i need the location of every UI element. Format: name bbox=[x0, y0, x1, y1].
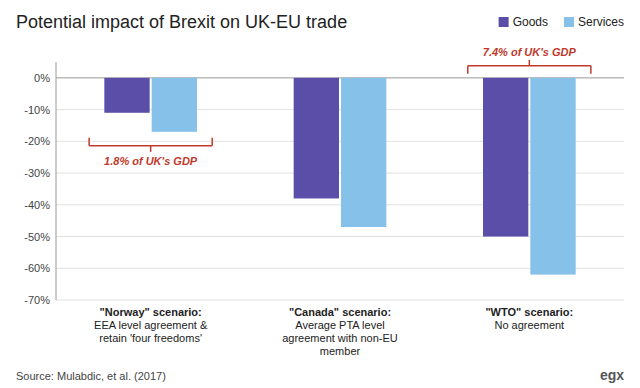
annotation-text: 7.4% of UK's GDP bbox=[483, 46, 577, 58]
x-tick-label-line: member bbox=[320, 345, 361, 357]
annotation: 1.8% of UK's GDP bbox=[89, 138, 212, 167]
bar bbox=[341, 78, 386, 227]
x-tick-label-line: agreement with non-EU bbox=[282, 332, 398, 344]
y-tick-label: 0% bbox=[34, 72, 50, 84]
annotation-bracket bbox=[211, 138, 213, 146]
bar bbox=[483, 78, 528, 237]
bars bbox=[104, 78, 575, 275]
y-axis-line bbox=[56, 62, 57, 300]
annotation-bracket bbox=[529, 60, 531, 66]
y-tick-label: -20% bbox=[24, 135, 50, 147]
y-tick-label: -50% bbox=[24, 231, 50, 243]
x-tick-label-line: "WTO" scenario: bbox=[485, 306, 573, 318]
legend-label: Goods bbox=[513, 15, 548, 29]
bar bbox=[104, 78, 149, 113]
legend: Goods Services bbox=[499, 15, 624, 29]
y-tick-label: -30% bbox=[24, 167, 50, 179]
x-tick-label-line: "Norway" scenario: bbox=[100, 306, 202, 318]
legend-label: Services bbox=[578, 15, 624, 29]
annotation-bracket bbox=[150, 146, 152, 152]
y-tick-label: -10% bbox=[24, 104, 50, 116]
bar bbox=[530, 78, 575, 275]
x-tick-label-line: No agreement bbox=[494, 319, 564, 331]
grid-line bbox=[56, 300, 624, 301]
annotation-bracket bbox=[88, 138, 90, 146]
x-tick-label-line: retain 'four freedoms' bbox=[99, 332, 202, 344]
x-tick-label: "WTO" scenario:No agreement bbox=[485, 306, 573, 331]
bar bbox=[152, 78, 197, 132]
y-tick-label: -60% bbox=[24, 262, 50, 274]
y-tick-label: -70% bbox=[24, 294, 50, 306]
x-tick-label: "Norway" scenario:EEA level agreement &r… bbox=[94, 306, 208, 344]
legend-swatch bbox=[499, 17, 509, 27]
title: Potential impact of Brexit on UK-EU trad… bbox=[16, 12, 347, 32]
chart: Potential impact of Brexit on UK-EU trad… bbox=[0, 0, 640, 388]
logo: egx bbox=[600, 367, 624, 383]
annotation-bracket bbox=[467, 66, 469, 74]
x-tick-label-line: EEA level agreement & bbox=[94, 319, 208, 331]
x-tick-label-line: "Canada" scenario: bbox=[289, 306, 391, 318]
y-tick-label: -40% bbox=[24, 199, 50, 211]
source: Source: Mulabdic, et al. (2017) bbox=[16, 370, 166, 382]
annotation-text: 1.8% of UK's GDP bbox=[104, 155, 198, 167]
legend-swatch bbox=[564, 17, 574, 27]
annotation: 7.4% of UK's GDP bbox=[468, 46, 591, 74]
x-tick-label-line: Average PTA level bbox=[295, 319, 384, 331]
x-tick-label: "Canada" scenario:Average PTA levelagree… bbox=[282, 306, 398, 357]
bar bbox=[294, 78, 339, 199]
annotation-bracket bbox=[590, 66, 592, 74]
